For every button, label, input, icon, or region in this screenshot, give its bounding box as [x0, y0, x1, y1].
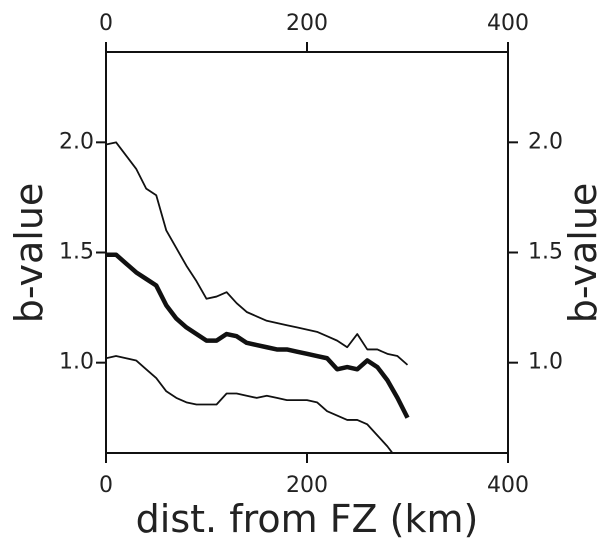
y-axis-label: b-value — [7, 183, 51, 324]
data-line — [106, 252, 410, 419]
x-axis-label: dist. from FZ (km) — [136, 497, 479, 541]
x-tick-label: 200 — [286, 473, 328, 498]
y-tick-label: 2.0 — [59, 129, 94, 154]
lines — [106, 141, 410, 453]
y2-axis-label: b-value — [561, 183, 602, 324]
x-tick-label: 400 — [487, 473, 529, 498]
y-tick-label: 1.0 — [59, 350, 94, 375]
data-line — [106, 355, 394, 453]
x-tick-label: 0 — [99, 473, 113, 498]
y2-tick-label: 1.0 — [528, 350, 563, 375]
x2-tick-label: 200 — [286, 11, 328, 36]
x2-tick-label: 400 — [487, 11, 529, 36]
y2-tick-label: 2.0 — [528, 129, 563, 154]
x2-tick-label: 0 — [99, 11, 113, 36]
data-line — [106, 141, 409, 366]
y-tick-label: 1.5 — [59, 240, 94, 265]
y2-tick-label: 1.5 — [528, 240, 563, 265]
plot-frame — [105, 51, 509, 454]
